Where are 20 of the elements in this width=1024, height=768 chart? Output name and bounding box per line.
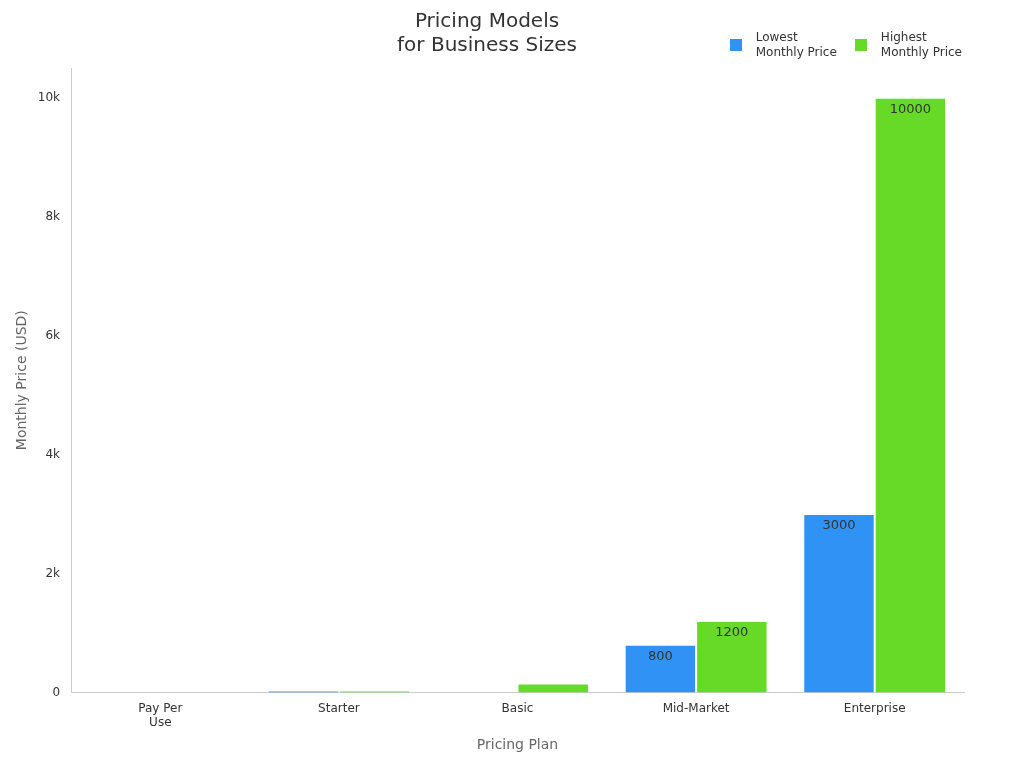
x-tick-label: Pay Per Use [138,700,183,730]
y-tick-label: 6k [45,327,61,342]
chart-title: Pricing Models for Business Sizes [397,8,577,57]
legend-label: Lowest Monthly Price [755,30,837,60]
x-tick-label: Starter [318,700,360,715]
y-axis-title: Monthly Price (USD) [13,310,30,451]
x-tick-label: Mid-Market [662,700,730,715]
y-tick-label: 2k [45,565,61,580]
legend-label: Highest Monthly Price [880,30,962,60]
x-axis-title: Pricing Plan [476,736,559,753]
data-label: 800 [647,647,673,663]
y-tick-label: 8k [45,208,61,223]
y-tick-label: 0 [52,684,61,699]
data-label: 1200 [715,623,749,639]
y-tick-label: 10k [37,89,61,104]
data-label: 10000 [889,100,932,116]
x-tick-label: Enterprise [843,700,906,715]
y-tick-label: 4k [45,446,61,461]
data-label: 3000 [822,516,856,532]
x-tick-label: Basic [501,700,534,715]
